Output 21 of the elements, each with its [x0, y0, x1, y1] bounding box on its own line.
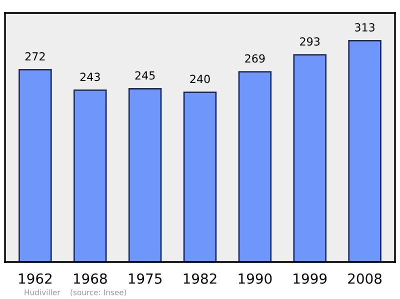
- x-tick-label: 1982: [184, 273, 216, 284]
- data-label: 243: [80, 72, 100, 82]
- bar: [128, 88, 162, 262]
- x-tick-label: 1999: [294, 273, 327, 284]
- data-label: 293: [300, 37, 320, 46]
- x-tick-label: 1975: [128, 273, 162, 284]
- bar: [18, 68, 52, 262]
- data-label: 313: [355, 23, 374, 32]
- data-label: 272: [25, 52, 45, 60]
- data-label: 245: [135, 71, 155, 80]
- x-tick-label: 1968: [74, 273, 107, 284]
- x-tick-label: 1962: [19, 273, 52, 284]
- bar: [293, 54, 326, 262]
- data-label: 240: [190, 74, 210, 84]
- x-tick-label: 2008: [348, 273, 382, 284]
- bar: [348, 40, 382, 262]
- bar: [183, 92, 217, 262]
- bar: [74, 89, 107, 262]
- data-label: 269: [245, 54, 265, 63]
- bar: [238, 71, 272, 262]
- x-tick-label: 1990: [238, 273, 272, 284]
